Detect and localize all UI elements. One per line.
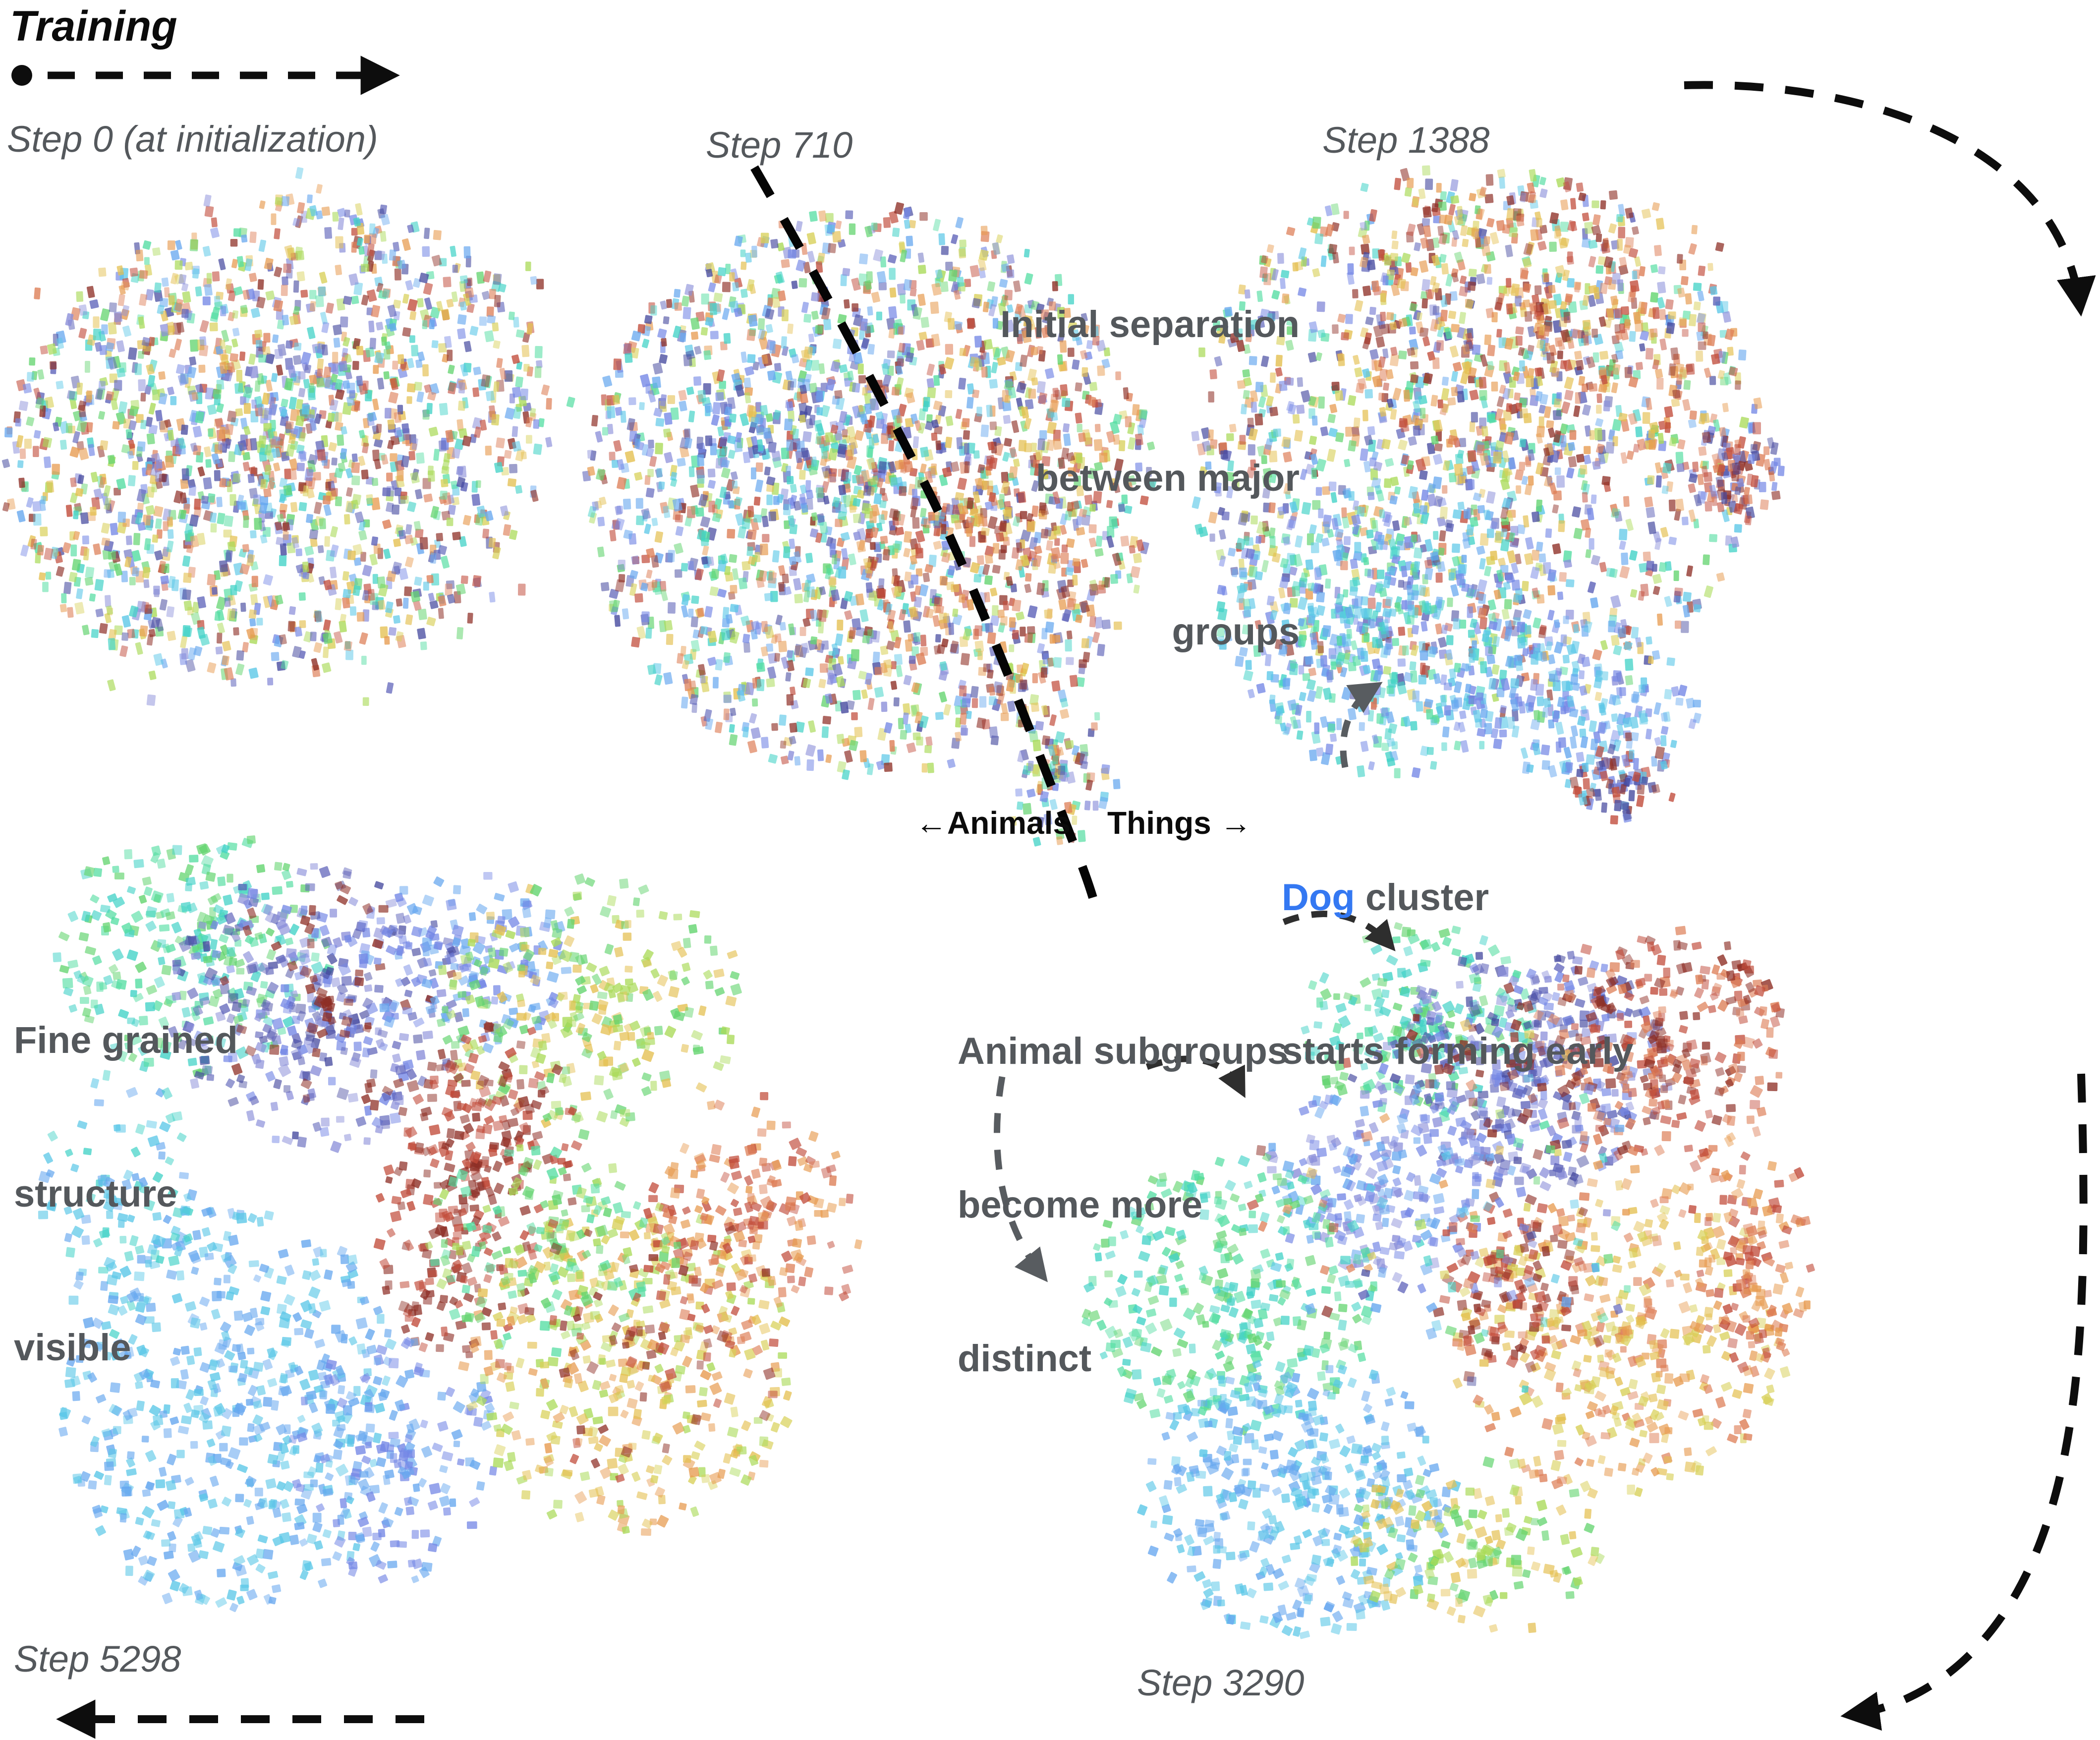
animal-subgroups-arrow-top: [1282, 911, 1396, 952]
fine-grained-note: Fine grained structure visible: [14, 912, 238, 1476]
animals-things-separator-curve: [750, 165, 1098, 901]
dog-cluster-line2: starts forming early: [1282, 1030, 1634, 1072]
step5298-label: Step 5298: [14, 1638, 181, 1680]
training-arrow-start-dot: [11, 65, 32, 86]
animal-subgroups-note: Animal subgroups become more distinct: [958, 923, 1288, 1487]
fine-grained-line2: structure: [14, 1172, 177, 1215]
animal-subgroups-line3: distinct: [958, 1337, 1092, 1380]
initial-separation-line3: groups: [1172, 610, 1300, 653]
animal-subgroups-arrow-long: [993, 1076, 1048, 1282]
initial-separation-note: Initial separation between major groups: [1000, 196, 1300, 760]
scatter-step710: [582, 202, 1157, 847]
step1388-label: Step 1388: [1322, 119, 1490, 161]
animals-axis-label: ←Animals: [915, 805, 1071, 841]
animal-subgroups-line2: become more: [958, 1183, 1203, 1226]
initial-separation-line2: between major: [1035, 457, 1300, 499]
dog-cluster-line1: Dog cluster: [1282, 872, 1634, 923]
initial-separation-line1: Initial separation: [1000, 303, 1300, 346]
animal-subgroups-line1: Animal subgroups: [958, 1030, 1289, 1072]
dog-cluster-arrow: [1340, 682, 1383, 768]
connector-arc-bottom-right: [1840, 1073, 2088, 1731]
step710-label: Step 710: [706, 124, 853, 166]
connector-arc-top-right: [1684, 81, 2096, 317]
things-axis-label: Things →: [1107, 805, 1252, 841]
step0-label: Step 0 (at initialization): [7, 118, 378, 160]
scatter-step3290: [1081, 922, 1815, 1639]
dog-cluster-note: Dog cluster starts forming early: [1282, 769, 1634, 1179]
scatter-step0: [1, 167, 575, 706]
dog-rest: cluster: [1355, 876, 1489, 919]
animal-subgroups-arrow-mid: [1145, 1055, 1246, 1098]
scatter-step5298: [38, 835, 862, 1612]
dog-highlight: Dog: [1282, 876, 1355, 919]
scatter-step1388: [1191, 165, 1785, 825]
training-title: Training: [10, 2, 177, 50]
fine-grained-line1: Fine grained: [14, 1019, 238, 1061]
fine-grained-line3: visible: [14, 1326, 131, 1369]
step3290-label: Step 3290: [1137, 1662, 1305, 1703]
